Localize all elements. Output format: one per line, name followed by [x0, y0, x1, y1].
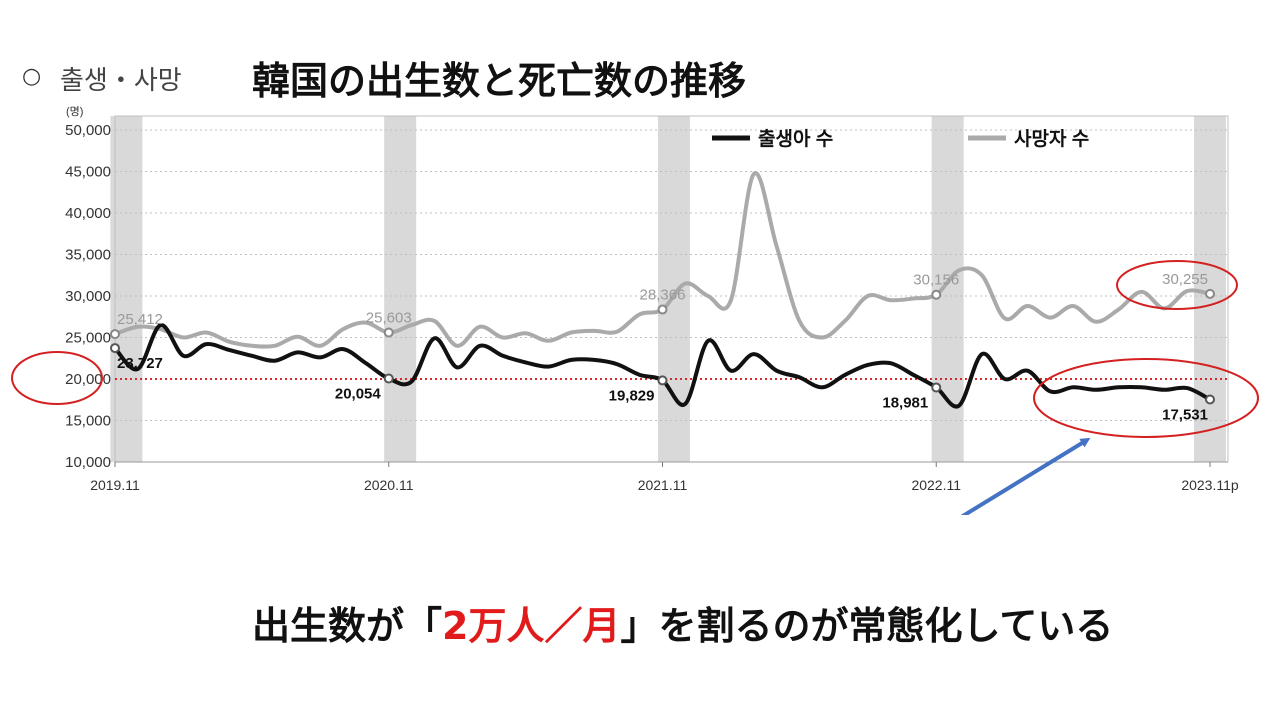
caption-before: 出生数が「 [252, 604, 443, 648]
x-tick-label-0: 2019.11 [90, 477, 140, 493]
y-tick-label-0: 50,000 [65, 122, 111, 139]
header-korean-label: 출생・사망 [60, 66, 182, 96]
legend-label-deaths: 사망자 수 [1014, 128, 1089, 150]
caption-after: 」を割るのが常態化している [620, 604, 1114, 648]
y-tick-label-4: 30,000 [65, 288, 111, 305]
births-line-label-0: 23,727 [117, 355, 163, 372]
deaths-line-marker-3 [931, 289, 942, 300]
annotation-arrow [960, 437, 1091, 515]
births-line-marker-3 [931, 382, 942, 393]
deaths-line-label-0: 25,412 [117, 311, 163, 328]
y-unit-label: (명) [66, 105, 83, 118]
ellipse-recent-births [1033, 358, 1259, 438]
deaths-line-marker-4 [1205, 288, 1215, 299]
births-line-label-4: 17,531 [1162, 406, 1208, 423]
x-tick-label-1: 2020.11 [364, 477, 414, 493]
page-title: 韓国の出生数と死亡数の推移 [252, 59, 747, 103]
header-bullet: ○ [22, 64, 42, 89]
shade-band-0 [110, 116, 143, 462]
caption-highlight: 2万人／月 [442, 604, 621, 648]
deaths-line-marker-2 [657, 304, 668, 315]
ellipse-latest-deaths [1116, 260, 1238, 310]
deaths-line-marker-1 [383, 327, 394, 338]
ellipse-20000-tick [11, 351, 103, 405]
deaths-line-marker-0 [110, 329, 120, 340]
births-line-label-2: 19,829 [609, 387, 655, 404]
y-tick-label-3: 35,000 [65, 247, 111, 264]
y-tick-label-6: 20,000 [65, 371, 111, 388]
y-tick-label-7: 15,000 [65, 413, 111, 430]
births-line-marker-0 [110, 343, 120, 354]
births-line-marker-2 [657, 375, 668, 386]
y-tick-label-8: 10,000 [65, 454, 111, 471]
x-tick-label-2: 2021.11 [638, 477, 688, 493]
shade-band-3 [931, 116, 964, 462]
births-line-marker-4 [1205, 394, 1215, 405]
births-line-marker-1 [383, 373, 394, 384]
y-tick-label-5: 25,000 [65, 330, 111, 347]
deaths-line-label-1: 25,603 [366, 309, 412, 326]
caption: 出生数が「2万人／月」を割るのが常態化している [252, 595, 1113, 650]
deaths-line [113, 171, 1212, 349]
y-tick-label-1: 45,000 [65, 164, 111, 181]
x-tick-label-3: 2022.11 [911, 477, 961, 493]
deaths-line-label-3: 30,156 [913, 272, 959, 289]
x-tick-label-4: 2023.11p [1181, 477, 1239, 493]
births-line-label-1: 20,054 [335, 386, 382, 403]
deaths-line-label-2: 28,366 [640, 287, 686, 304]
births-line-label-3: 18,981 [882, 394, 928, 411]
y-tick-label-2: 40,000 [65, 205, 111, 222]
births-deaths-chart: 50,000 45,000 40,000 35,000 30,000 25,000 20,0… [11, 105, 1259, 515]
deaths-line-label-4: 30,255 [1162, 271, 1208, 288]
legend-label-births: 출생아 수 [758, 128, 833, 150]
shade-band-1 [384, 116, 417, 462]
